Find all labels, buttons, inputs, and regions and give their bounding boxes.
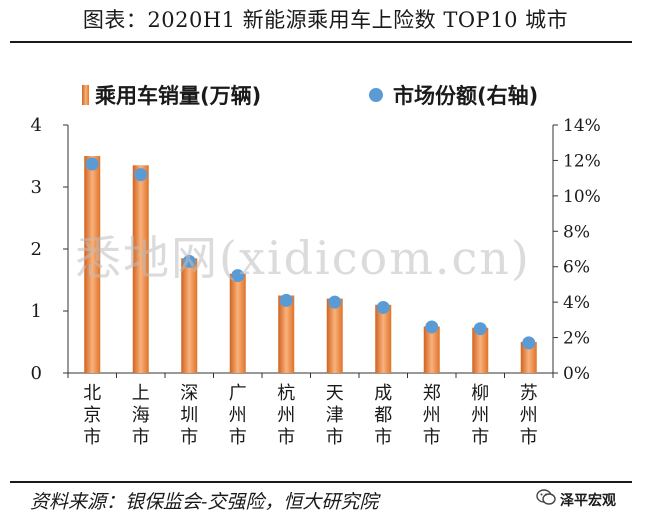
dot-market-share	[425, 320, 439, 334]
x-axis-category-label: 市	[132, 427, 150, 448]
left-axis-tick-label: 1	[31, 301, 42, 322]
chart-title: 图表：2020H1 新能源乘用车上险数 TOP10 城市	[82, 8, 569, 32]
x-axis-category-label: 苏	[520, 383, 538, 404]
right-axis-tick-label: 4%	[563, 293, 590, 313]
chart-plot: 012340%2%4%6%8%10%12%14%北京市上海市深圳市广州市杭州市天…	[31, 115, 601, 448]
x-axis-category-label: 州	[423, 405, 441, 426]
legend-item-bar: 乘用车销量(万辆)	[82, 80, 261, 110]
x-axis-category-label: 市	[180, 427, 198, 448]
bar-sales	[84, 156, 101, 373]
left-axis-tick-label: 0	[31, 363, 42, 384]
x-axis-category-label: 市	[471, 427, 489, 448]
dot-market-share	[134, 168, 148, 182]
x-axis-category-label: 京	[83, 405, 101, 426]
legend-dot-label: 市场份额(右轴)	[393, 84, 539, 108]
right-axis-tick-label: 12%	[563, 151, 601, 171]
footer-rule	[10, 481, 632, 483]
legend-item-dot: 市场份额(右轴)	[369, 80, 538, 110]
x-axis-category-label: 广	[229, 383, 247, 404]
x-axis-category-label: 市	[326, 427, 344, 448]
x-axis-category-label: 杭	[277, 383, 295, 404]
right-axis-tick-label: 8%	[563, 222, 590, 242]
x-axis-category-label: 天	[326, 383, 344, 404]
bar-sales	[472, 327, 489, 373]
x-axis-category-label: 北	[83, 383, 101, 404]
bar-sales	[278, 295, 295, 373]
x-axis-category-label: 海	[132, 405, 150, 426]
left-axis-tick-label: 4	[31, 115, 42, 136]
x-axis-category-label: 上	[132, 383, 150, 404]
right-axis-tick-label: 10%	[563, 187, 601, 207]
right-axis-tick-label: 2%	[563, 329, 590, 349]
bar-sales	[375, 304, 392, 373]
x-axis-category-label: 柳	[471, 383, 489, 404]
legend-bar-label: 乘用车销量(万辆)	[95, 84, 262, 108]
x-axis-category-label: 深	[180, 383, 198, 404]
left-axis-tick-label: 2	[31, 239, 42, 260]
x-axis-category-label: 市	[83, 427, 101, 448]
x-axis-category-label: 郑	[423, 383, 441, 404]
bar-sales	[229, 273, 246, 373]
bar-sales	[326, 298, 343, 373]
bar-sales	[520, 342, 537, 373]
x-axis-category-label: 州	[229, 405, 247, 426]
dot-market-share	[231, 269, 245, 283]
wechat-icon	[536, 489, 556, 505]
x-axis-category-label: 成	[374, 383, 392, 404]
dot-market-share	[473, 322, 487, 336]
bar-sales	[132, 165, 149, 373]
right-axis-tick-label: 0%	[563, 364, 590, 384]
right-axis-tick-label: 14%	[563, 116, 601, 136]
x-axis-category-label: 市	[423, 427, 441, 448]
brand-name: 泽平宏观	[560, 493, 616, 509]
x-axis-category-label: 都	[374, 405, 392, 426]
dot-market-share	[376, 300, 390, 314]
source-note: 资料来源：银保监会-交强险，恒大研究院	[30, 491, 379, 513]
left-axis-tick-label: 3	[31, 177, 42, 198]
x-axis-category-label: 市	[277, 427, 295, 448]
dot-market-share	[522, 336, 536, 350]
x-axis-category-label: 圳	[180, 405, 198, 426]
x-axis-category-label: 州	[471, 405, 489, 426]
bar-sales	[181, 258, 198, 373]
watermark: 悉地网(xidicom.cn)	[75, 231, 531, 285]
dot-market-share	[85, 157, 99, 171]
x-axis-category-label: 州	[520, 405, 538, 426]
x-axis-category-label: 市	[229, 427, 247, 448]
x-axis-category-label: 市	[374, 427, 392, 448]
x-axis-category-label: 州	[277, 405, 295, 426]
bar-sales	[423, 326, 440, 373]
legend: 乘用车销量(万辆) 市场份额(右轴)	[0, 80, 651, 110]
x-axis-category-label: 市	[520, 427, 538, 448]
right-axis-tick-label: 6%	[563, 258, 590, 278]
dot-market-share	[279, 293, 293, 307]
x-axis-category-label: 津	[326, 405, 344, 426]
legend-bar-swatch	[82, 85, 89, 105]
dot-market-share	[328, 295, 342, 309]
title-rule	[10, 41, 632, 43]
legend-dot-swatch	[369, 88, 383, 102]
dot-market-share	[182, 254, 196, 268]
